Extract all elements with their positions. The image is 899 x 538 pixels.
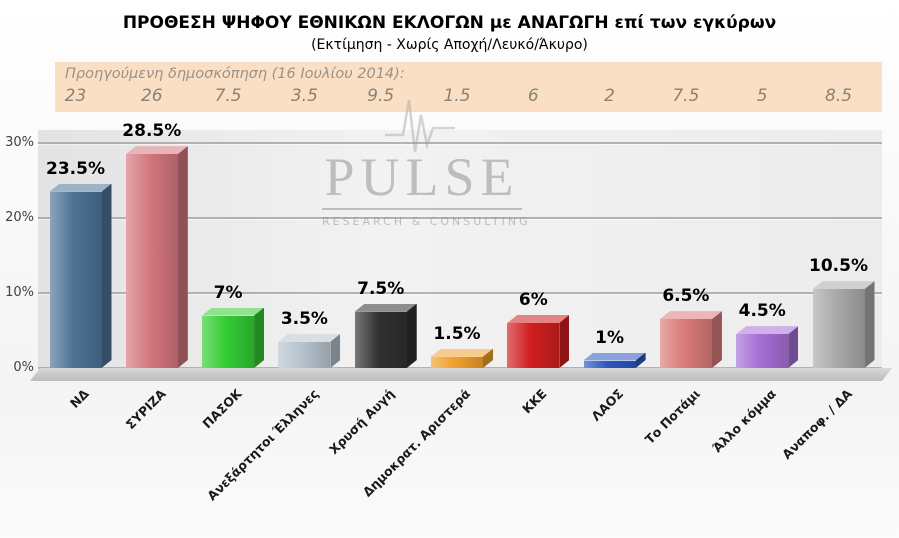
x-axis-label: Το Ποτάμι xyxy=(641,386,703,447)
bar xyxy=(431,348,493,368)
previous-poll-label: Προηγούμενη δημοσκόπηση (16 Ιουλίου 2014… xyxy=(65,66,405,82)
bar-side-face xyxy=(865,281,875,368)
bar-value-label: 3.5% xyxy=(280,308,328,329)
y-tick-label: 30% xyxy=(5,135,34,150)
bar-front-face xyxy=(431,356,483,368)
y-tick-label: 0% xyxy=(13,360,34,375)
bar-front-face xyxy=(507,323,560,368)
bar-top-face xyxy=(49,183,112,192)
y-tick-label: 20% xyxy=(5,210,34,225)
x-axis-label: ΝΔ xyxy=(67,386,93,411)
bar-top-face xyxy=(507,315,570,323)
bar-top-face xyxy=(278,333,341,342)
bar xyxy=(812,281,875,368)
prev-poll-value: 2 xyxy=(604,86,615,106)
bar-top-face xyxy=(659,311,722,320)
bar-front-face xyxy=(659,319,712,368)
bar xyxy=(507,315,570,368)
prev-poll-value: 1.5 xyxy=(443,86,471,106)
bar-side-face xyxy=(102,184,112,368)
x-axis-label: ΣΥΡΙΖΑ xyxy=(122,386,169,433)
bar-side-face xyxy=(636,353,646,369)
prev-poll-value: 3.5 xyxy=(290,86,318,106)
bar-side-face xyxy=(330,334,340,368)
bar-top-face xyxy=(583,352,646,361)
bar-front-face xyxy=(202,315,255,368)
x-axis-label: Αναποφ. / ΔΑ xyxy=(779,386,856,462)
bar-top-face xyxy=(812,281,875,290)
x-axis-label: Άλλο κόμμα xyxy=(709,386,779,456)
prev-poll-value: 7.5 xyxy=(214,86,242,106)
bar-value-label: 10.5% xyxy=(809,256,868,277)
chart-floor xyxy=(30,368,892,381)
bar-front-face xyxy=(125,154,178,368)
previous-poll-banner: Προηγούμενη δημοσκόπηση (16 Ιουλίου 2014… xyxy=(55,62,882,112)
bar xyxy=(125,146,188,368)
bar-front-face xyxy=(354,311,407,368)
bar xyxy=(354,303,417,368)
bar xyxy=(202,307,265,369)
bar-value-label: 6% xyxy=(518,290,548,310)
gridline xyxy=(38,292,882,294)
bar xyxy=(49,183,112,368)
bar-front-face xyxy=(812,289,865,368)
bar-value-label: 7% xyxy=(213,282,243,303)
bar-value-label: 4.5% xyxy=(738,301,786,322)
prev-poll-value: 5 xyxy=(756,86,768,106)
watermark: PULSE RESEARCH & CONSULTING xyxy=(322,147,528,228)
prev-poll-value: 26 xyxy=(140,86,163,106)
bar-top-face xyxy=(125,146,188,155)
bar-side-face xyxy=(178,146,188,368)
bar-top-face xyxy=(354,303,417,312)
bar-value-label: 7.5% xyxy=(357,278,405,299)
prev-poll-value: 9.5 xyxy=(367,86,395,106)
bar-value-label: 6.5% xyxy=(662,286,710,307)
bar-value-label: 1% xyxy=(595,327,625,348)
prev-poll-value: 23 xyxy=(64,86,87,106)
bar-front-face xyxy=(736,334,789,368)
x-axis-label: Χρυσή Αυγή xyxy=(326,386,398,458)
bar xyxy=(659,311,722,368)
bar-value-label: 28.5% xyxy=(122,121,182,142)
gridline xyxy=(38,217,882,219)
bar xyxy=(736,326,799,368)
bar-side-face xyxy=(712,311,722,368)
prev-poll-value: 7.5 xyxy=(672,86,700,106)
watermark-brand: PULSE xyxy=(324,147,520,207)
bar xyxy=(278,333,341,368)
prev-poll-value: 8.5 xyxy=(824,86,853,106)
bar-value-label: 23.5% xyxy=(46,158,105,179)
bar-side-face xyxy=(788,326,798,368)
bar-side-face xyxy=(559,315,569,368)
gridline xyxy=(38,142,882,144)
bar-value-label: 1.5% xyxy=(433,323,481,344)
watermark-tagline: RESEARCH & CONSULTING xyxy=(322,208,528,228)
y-tick-label: 10% xyxy=(5,285,34,300)
bar-top-face xyxy=(202,307,265,316)
bar-front-face xyxy=(278,341,331,368)
bar-top-face xyxy=(736,326,799,335)
bar-side-face xyxy=(483,349,493,368)
x-axis-label: ΚΚΕ xyxy=(519,386,550,417)
x-axis-label: ΛΑΟΣ xyxy=(588,386,627,424)
bar-front-face xyxy=(49,191,102,368)
bar-top-face xyxy=(431,348,493,357)
pulse-waveform-icon xyxy=(385,99,455,153)
x-axis-label: ΠΑΣΟΚ xyxy=(199,386,245,432)
prev-poll-value: 6 xyxy=(527,86,539,106)
bar xyxy=(583,352,646,369)
bar-front-face xyxy=(583,360,636,368)
chart-title: ΠΡΟΘΕΣΗ ΨΗΦΟΥ ΕΘΝΙΚΩΝ ΕΚΛΟΓΩΝ με ΑΝΑΓΩΓΗ… xyxy=(122,13,777,33)
bar-side-face xyxy=(407,304,417,368)
bar-side-face xyxy=(254,308,264,369)
chart-subtitle: (Εκτίμηση - Χωρίς Αποχή/Λευκό/Άκυρο) xyxy=(311,37,588,53)
